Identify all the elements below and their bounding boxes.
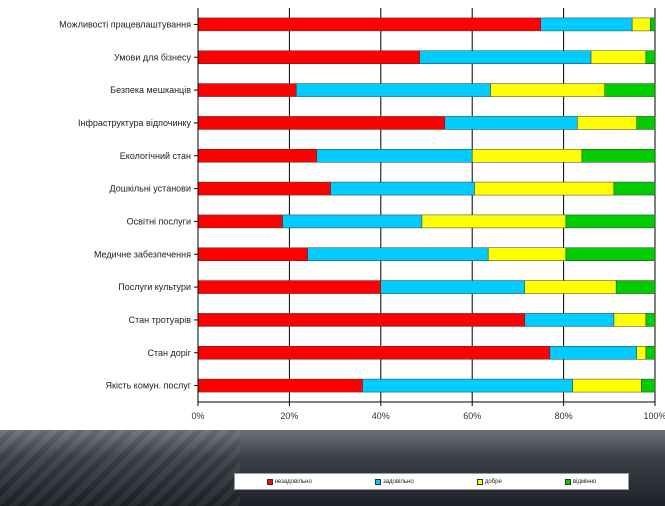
legend-item: добре: [476, 478, 502, 485]
bar-segment: [197, 247, 308, 261]
bar-segment: [487, 247, 567, 261]
legend-item: відмінно: [564, 478, 597, 485]
bar-segment: [197, 50, 420, 64]
bar-segment: [540, 17, 633, 32]
bar-segment: [490, 83, 605, 97]
bar-segment: [471, 149, 583, 163]
chart-area: 0% 20% 40% 60% 80% 100% Можливості працевлашту…: [59, 8, 665, 421]
bar-segment: [197, 313, 526, 327]
y-category-label: Інфраструктура відпочинку: [78, 118, 192, 128]
bar-segment: [645, 50, 656, 64]
y-category-label: Якість комун. послуг: [106, 381, 192, 391]
bar-segment: [316, 149, 473, 163]
x-tick-label: 60%: [463, 411, 481, 421]
bar-segment: [590, 50, 647, 64]
bar-segment: [330, 181, 475, 196]
legend-swatch-unsatisfactory: [266, 478, 273, 485]
bar-segment: [419, 50, 592, 64]
bar-segment: [197, 378, 363, 393]
bar-segment: [421, 214, 567, 229]
bar-segment: [604, 83, 656, 97]
bar-segment: [645, 313, 656, 327]
stacked-bar-chart: 0% 20% 40% 60% 80% 100% Можливості працевлашту…: [59, 8, 665, 421]
bar-segment: [636, 346, 647, 360]
bar-segment: [565, 214, 656, 229]
legend-swatch-excellent: [564, 478, 571, 485]
bar-segment: [197, 214, 283, 229]
bar-segment: [197, 17, 541, 32]
bar-segment: [307, 247, 489, 261]
bar-segment: [197, 116, 446, 130]
bar-segment: [636, 116, 656, 130]
legend-label-good: добре: [484, 478, 502, 485]
y-category-label: Послуги культури: [118, 282, 191, 292]
y-category-label: Безпека мешканців: [110, 85, 191, 95]
bar-segment: [615, 280, 656, 294]
x-tick-label: 80%: [555, 411, 573, 421]
bar-segment: [296, 83, 491, 97]
legend-swatch-good: [476, 478, 483, 485]
y-category-label: Стан тротуарів: [129, 315, 192, 325]
bar-segment: [197, 83, 297, 97]
x-tick-label: 40%: [372, 411, 390, 421]
y-category-label: Дошкільні установи: [110, 184, 191, 194]
bar-segment: [565, 247, 656, 261]
bar-segment: [650, 17, 656, 32]
y-category-label: Медичне забезпечення: [94, 249, 191, 259]
bar-segment: [613, 313, 647, 327]
bar-segment: [577, 116, 637, 130]
bar-segment: [613, 181, 656, 196]
y-category-label: Екологічний стан: [120, 151, 191, 161]
bar-segment: [645, 346, 656, 360]
bar-segment: [581, 149, 656, 163]
legend-label-satisfactory: задовільно: [382, 478, 414, 485]
bar-segment: [524, 313, 615, 327]
legend-item: задовільно: [374, 478, 414, 485]
x-tick-label: 20%: [280, 411, 298, 421]
legend-swatch-satisfactory: [374, 478, 381, 485]
bar-segment: [549, 346, 637, 360]
footer-band: [0, 430, 665, 506]
legend-label-unsatisfactory: незадовільно: [274, 478, 312, 485]
bar-segment: [444, 116, 578, 130]
bar-segment: [282, 214, 423, 229]
bar-segment: [572, 378, 642, 393]
x-tick-label: 0%: [191, 411, 204, 421]
chart-legend: незадовільно задовільно добре відмінно: [234, 473, 629, 490]
y-category-label: Стан доріг: [147, 348, 191, 358]
bar-segment: [380, 280, 526, 294]
bar-segment: [362, 378, 573, 393]
legend-label-excellent: відмінно: [572, 478, 597, 485]
bar-segment: [631, 17, 651, 32]
bar-segment: [641, 378, 656, 393]
bar-segment: [197, 149, 318, 163]
y-category-label: Умови для бізнесу: [114, 52, 191, 62]
bar-segment: [197, 346, 551, 360]
y-category-label: Можливості працевлаштування: [59, 19, 191, 29]
bar-segment: [197, 181, 331, 196]
bar-segment: [524, 280, 617, 294]
bar-segment: [197, 280, 382, 294]
y-category-label: Освітні послуги: [127, 216, 191, 226]
x-tick-label: 100%: [643, 411, 665, 421]
bar-segment: [474, 181, 615, 196]
legend-item: незадовільно: [266, 478, 312, 485]
